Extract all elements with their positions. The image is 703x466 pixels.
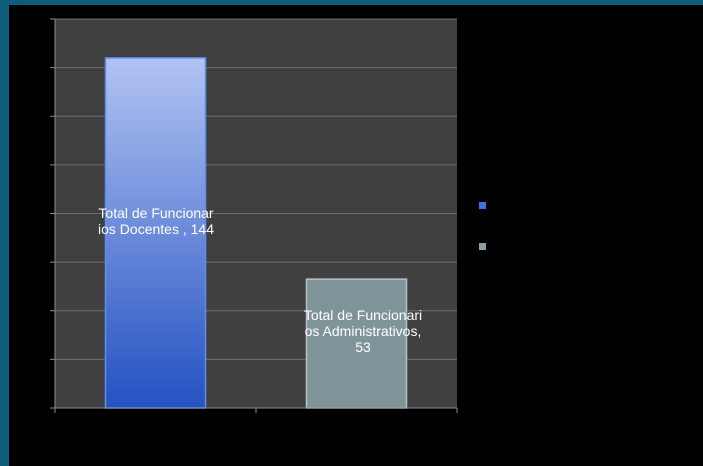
legend-marker-series-2 xyxy=(479,243,486,250)
bar-docentes xyxy=(104,57,207,409)
bar-administrativos xyxy=(305,278,408,409)
slide-canvas: Total de Funcionarios Docentes , 144 Tot… xyxy=(9,5,703,466)
legend-marker-series-1 xyxy=(479,202,486,209)
bar-chart xyxy=(50,18,458,413)
axes xyxy=(50,18,458,413)
bar-data-label-docentes: Total de Funcionarios Docentes , 144 xyxy=(98,205,214,237)
bar-data-label-administrativos: Total de Funcionarios Administrativos, 5… xyxy=(303,307,423,355)
bars xyxy=(104,57,408,409)
